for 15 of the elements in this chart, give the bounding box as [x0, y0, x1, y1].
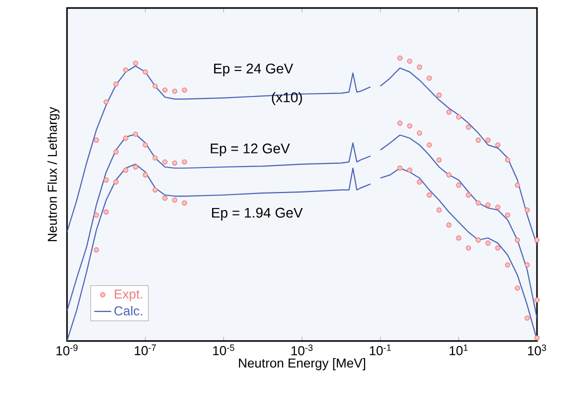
legend-label: Expt.	[114, 290, 142, 302]
x-tick-label: 10$^{-3}$	[292, 344, 313, 356]
annotation: Ep = 12 GeV	[210, 144, 290, 156]
annotation: Ep = 1.94 GeV	[212, 208, 303, 220]
x-tick-label: 10$^{-7}$	[134, 344, 156, 356]
x-tick-label: 10$^{-9}$	[56, 344, 78, 356]
x-axis-title: Neutron Energy [MeV]	[238, 358, 366, 370]
annotation: (x10)	[272, 92, 302, 106]
x-tick-label: 10$^{-1}$	[370, 344, 391, 356]
legend-label: Calc.	[114, 306, 142, 316]
y-axis-title: Neutron Flux / Lethargy	[47, 106, 60, 242]
x-tick-label: 10$^{3}$	[528, 344, 546, 356]
x-tick-label: 10$^{-5}$	[213, 344, 234, 356]
annotation: Ep = 24 GeV	[214, 64, 294, 76]
x-tick-label: 10$^{1}$	[450, 344, 468, 356]
